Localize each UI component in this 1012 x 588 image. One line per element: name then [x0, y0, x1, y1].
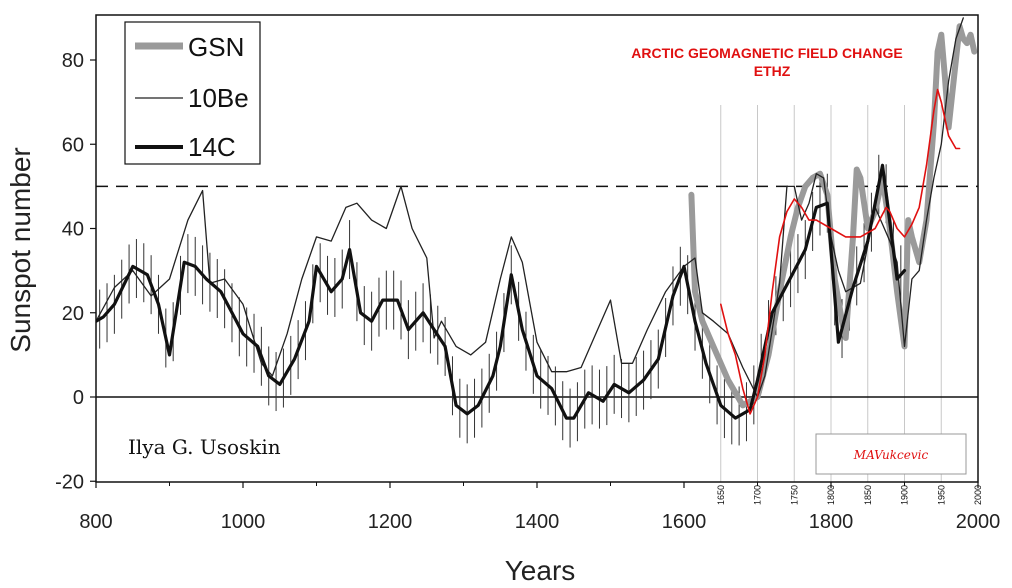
reference-lines — [96, 185, 978, 398]
x-tick-label-2000: 2000 — [956, 511, 1001, 533]
red-annotation-subtitle: ETHZ — [754, 63, 791, 79]
y-tick-label-40: 40 — [62, 219, 84, 241]
y-tick-label-80: 80 — [62, 50, 84, 72]
x-tick-label-1800: 1800 — [809, 511, 854, 533]
vertical-line-label-1650: 1650 — [716, 485, 726, 505]
y-ticks: -20 0 20 40 60 80 — [55, 50, 96, 493]
x-tick-label-1600: 1600 — [662, 511, 707, 533]
x-axis-title: Years — [505, 555, 576, 586]
vertical-line-label-2000: 2000 — [973, 485, 983, 505]
x-tick-label-1400: 1400 — [515, 511, 560, 533]
y-tick-label-20: 20 — [62, 303, 84, 325]
series-line-2 — [96, 163, 907, 420]
signature-box — [815, 433, 967, 475]
vertical-line-label-1700: 1700 — [753, 485, 763, 505]
vertical-line-label-1900: 1900 — [900, 485, 910, 505]
signature-text: MAVukcevic — [853, 448, 929, 462]
legend: GSN 10Be 14C — [124, 21, 261, 165]
x-ticks: 800 1000 1200 1400 1600 1800 2000 — [79, 482, 1000, 533]
x-tick-label-1200: 1200 — [368, 511, 413, 533]
y-axis-title: Sunspot number — [5, 147, 36, 352]
legend-label-14c: 14C — [188, 132, 236, 162]
x-tick-label-800: 800 — [79, 511, 112, 533]
series-line-3 — [719, 88, 961, 415]
series-lines — [96, 17, 978, 420]
legend-label-10be: 10Be — [188, 83, 249, 113]
vertical-year-labels: 1650 1700 1750 1800 1850 1900 1950 2000 — [716, 485, 983, 505]
vertical-line-label-1800: 1800 — [826, 485, 836, 505]
y-tick-label-0: 0 — [73, 387, 84, 409]
author-label: Ilya G. Usoskin — [128, 435, 281, 459]
red-annotation-title: ARCTIC GEOMAGNETIC FIELD CHANGE — [631, 45, 902, 61]
legend-label-gsn: GSN — [188, 32, 244, 62]
vertical-line-label-1850: 1850 — [863, 485, 873, 505]
vertical-line-label-1950: 1950 — [936, 485, 946, 505]
x-tick-label-1000: 1000 — [221, 511, 266, 533]
vertical-line-label-1750: 1750 — [789, 485, 799, 505]
y-tick-label--20: -20 — [55, 471, 84, 493]
y-tick-label-60: 60 — [62, 134, 84, 156]
